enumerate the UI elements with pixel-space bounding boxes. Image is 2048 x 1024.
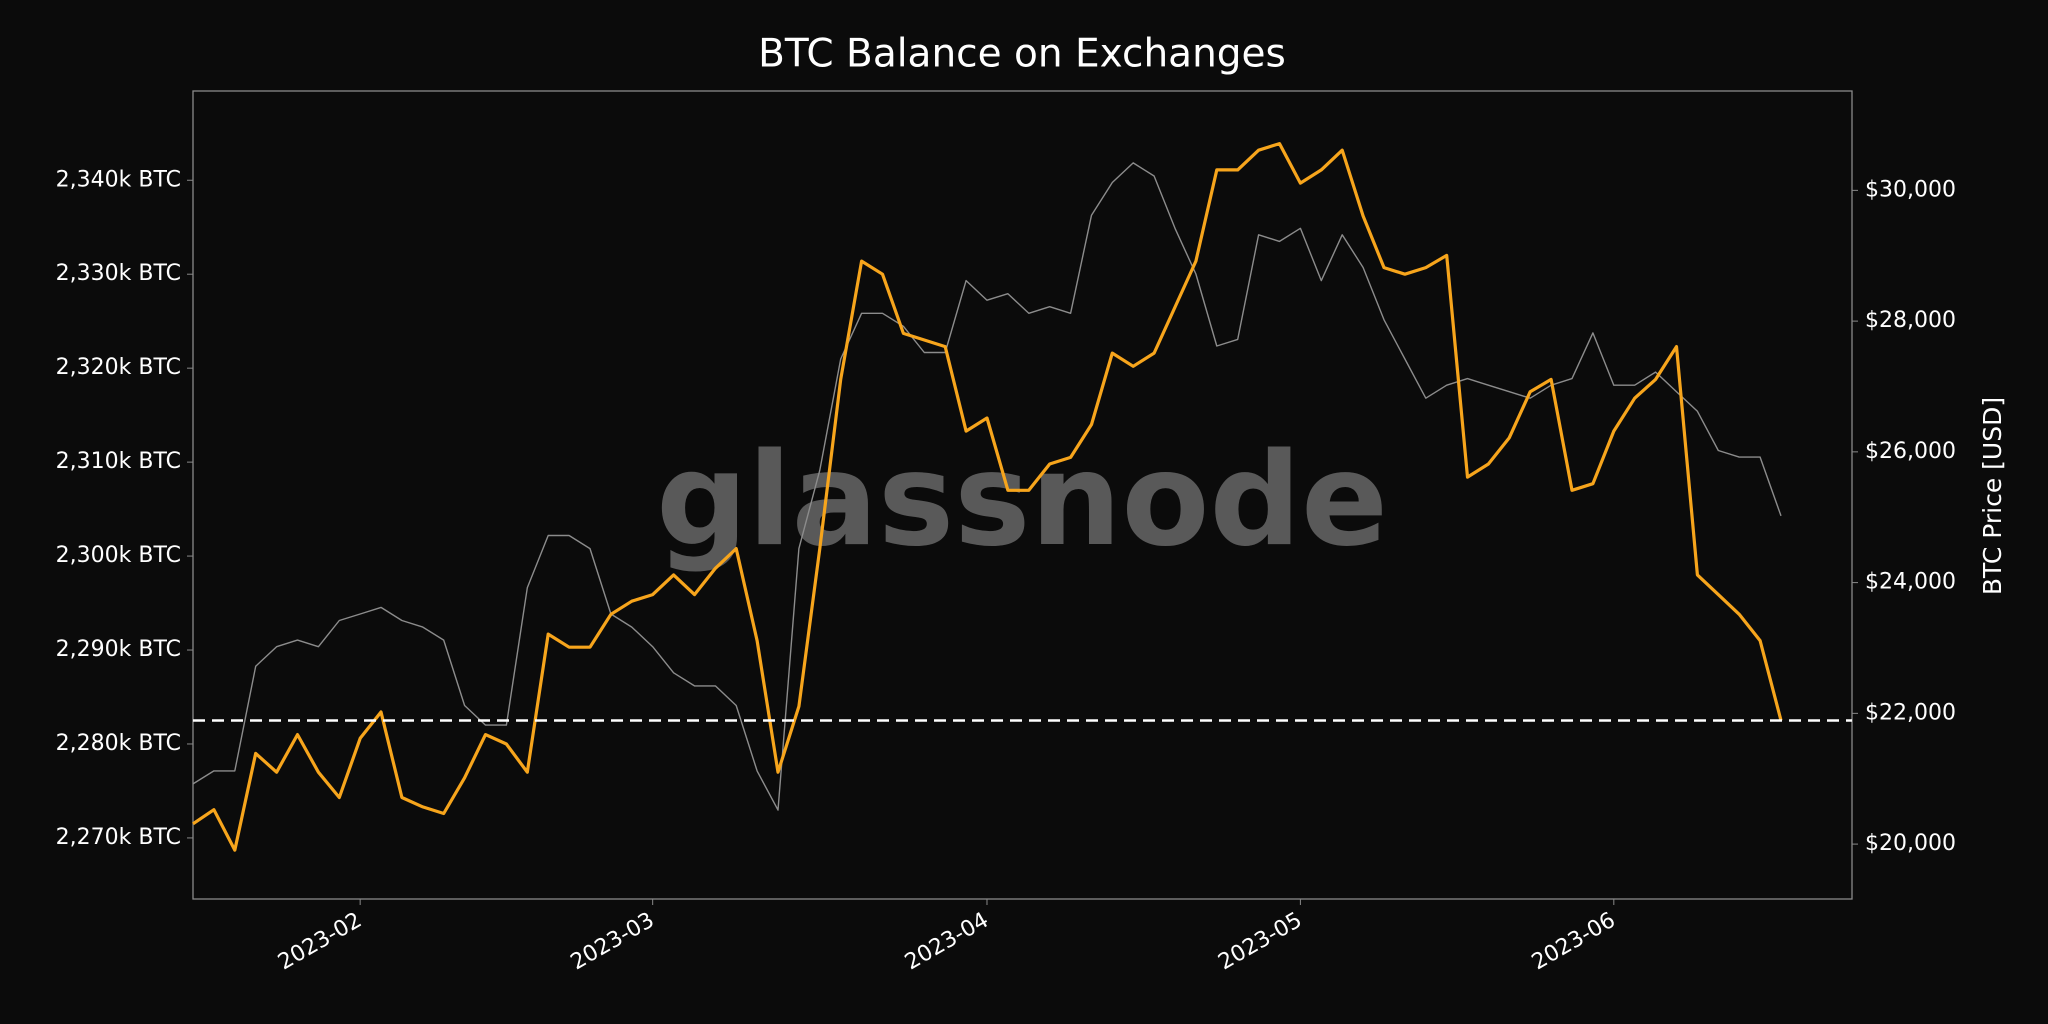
y-tick-label: 2,340k BTC xyxy=(56,167,181,192)
y2-tick-label: $26,000 xyxy=(1865,439,1956,464)
balance-line xyxy=(192,142,1783,852)
y2-tick-label: $24,000 xyxy=(1865,570,1956,595)
y-tick-label: 2,270k BTC xyxy=(56,825,181,850)
y-tick-label: 2,310k BTC xyxy=(56,449,181,474)
y2-tick-label: $30,000 xyxy=(1865,177,1956,202)
y2-axis-label: BTC Price [USD] xyxy=(1978,397,2007,595)
y-tick-label: 2,330k BTC xyxy=(56,261,181,286)
y2-tick-label: $28,000 xyxy=(1865,308,1956,333)
chart-title: BTC Balance on Exchanges xyxy=(758,32,1286,77)
watermark: glassnode xyxy=(656,426,1388,575)
y-tick-label: 2,320k BTC xyxy=(56,355,181,380)
y-tick-label: 2,300k BTC xyxy=(56,543,181,568)
y2-tick-label: $22,000 xyxy=(1865,700,1956,725)
plot-frame xyxy=(192,90,1853,900)
y2-tick-label: $20,000 xyxy=(1865,831,1956,856)
price-line xyxy=(192,162,1782,811)
y-tick-label: 2,280k BTC xyxy=(56,731,181,756)
y-tick-label: 2,290k BTC xyxy=(56,637,181,662)
